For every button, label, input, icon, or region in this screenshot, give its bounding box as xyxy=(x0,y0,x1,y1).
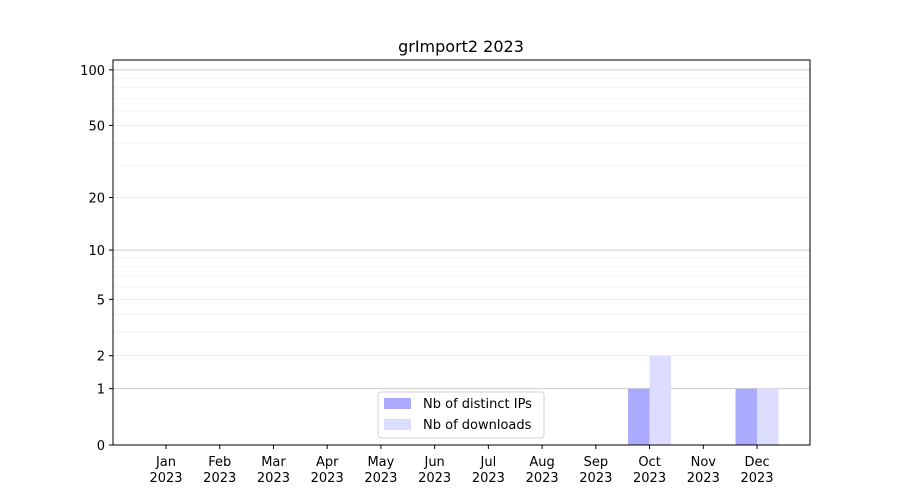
y-axis: 0 1 2 5 10 20 50 100 xyxy=(80,64,113,454)
legend-swatch xyxy=(384,398,411,409)
x-tick-label: Oct 2023 xyxy=(633,455,666,486)
x-tick-label: Jan 2023 xyxy=(149,455,182,486)
bar-distinct-ips xyxy=(735,388,758,445)
x-tick-label: May 2023 xyxy=(364,455,397,486)
x-tick-label: Apr 2023 xyxy=(311,455,344,486)
legend-label: Nb of distinct IPs xyxy=(423,397,532,412)
bar-downloads xyxy=(757,388,779,445)
x-tick-label: Sep 2023 xyxy=(579,455,612,486)
y-tick-label: 20 xyxy=(88,192,105,207)
bars xyxy=(628,355,779,445)
bar-distinct-ips xyxy=(628,388,650,445)
plot-frame xyxy=(112,59,811,446)
chart-title: grImport2 2023 xyxy=(398,37,524,56)
y-tick-label: 1 xyxy=(97,383,105,398)
y-tick-label: 2 xyxy=(97,350,105,365)
y-tick-label: 5 xyxy=(97,293,105,308)
x-axis: Jan 2023 Feb 2023 Mar 2023 Apr 2023 May 2023 Jun 20… xyxy=(149,445,774,486)
x-tick-label: Nov 2023 xyxy=(687,455,720,486)
x-tick-label: Jul 2023 xyxy=(472,455,505,486)
y-tick-label: 0 xyxy=(97,439,105,454)
x-tick-label: Mar 2023 xyxy=(257,455,290,486)
x-tick-label: Aug 2023 xyxy=(526,455,559,486)
y-tick-label: 100 xyxy=(80,64,105,79)
x-tick-label: Dec 2023 xyxy=(740,455,773,486)
x-tick-label: Feb 2023 xyxy=(203,455,236,486)
legend-swatch xyxy=(384,419,411,430)
legend-label: Nb of downloads xyxy=(423,418,532,433)
x-tick-label: Jun 2023 xyxy=(418,455,451,486)
legend-box xyxy=(377,391,545,439)
y-tick-label: 10 xyxy=(88,244,105,259)
y-tick-label: 50 xyxy=(88,119,105,134)
grid xyxy=(113,69,810,446)
bar-downloads xyxy=(649,355,672,445)
legend: Nb of distinct IPs Nb of downloads xyxy=(377,391,545,439)
